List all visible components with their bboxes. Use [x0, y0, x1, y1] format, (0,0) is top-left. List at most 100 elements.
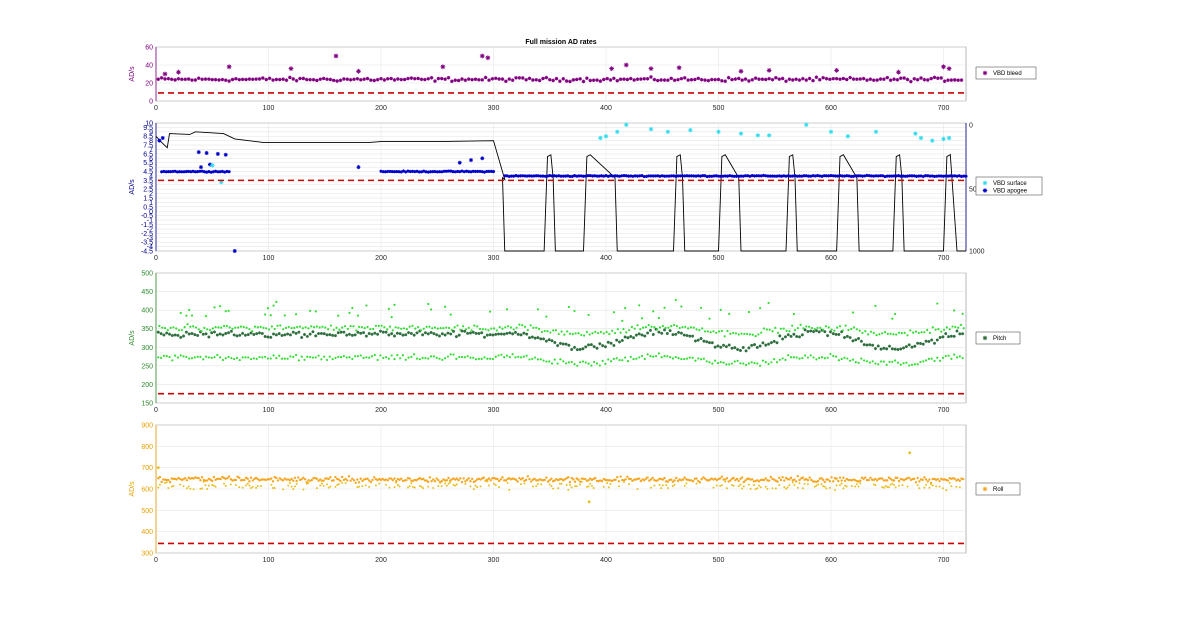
data-point — [525, 332, 529, 336]
data-point — [671, 357, 675, 360]
data-point — [671, 333, 675, 337]
data-point — [777, 77, 782, 81]
data-point — [178, 170, 182, 174]
data-point — [608, 332, 611, 336]
data-point — [939, 174, 943, 178]
data-point — [579, 361, 582, 364]
data-point — [631, 174, 635, 178]
data-point — [785, 487, 787, 490]
data-point — [796, 486, 799, 489]
data-point — [708, 361, 711, 364]
data-point — [544, 75, 549, 80]
data-point — [294, 313, 298, 316]
data-point — [587, 343, 591, 347]
data-point — [896, 361, 900, 364]
data-point — [407, 356, 410, 359]
data-point — [602, 485, 605, 488]
data-point — [590, 484, 593, 487]
data-point — [746, 174, 750, 178]
data-point — [779, 478, 783, 482]
data-point — [449, 313, 452, 316]
data-point — [882, 346, 886, 350]
data-point — [536, 358, 540, 361]
data-point — [719, 484, 722, 487]
data-point — [896, 347, 900, 351]
data-point — [362, 356, 365, 360]
data-point — [490, 77, 495, 81]
data-point — [908, 451, 912, 455]
data-point — [457, 333, 461, 337]
data-point — [509, 174, 514, 178]
data-point — [514, 76, 518, 80]
data-point — [780, 76, 785, 81]
data-point — [809, 174, 813, 178]
data-point — [303, 478, 307, 481]
data-point — [820, 477, 823, 480]
data-point — [759, 174, 763, 178]
y-tick-label: 1.5 — [143, 196, 153, 203]
data-point — [652, 355, 655, 358]
data-point — [764, 361, 767, 364]
data-point — [935, 338, 939, 342]
data-point — [435, 356, 438, 359]
data-point — [740, 78, 744, 82]
data-point — [539, 358, 542, 361]
data-point — [653, 484, 656, 487]
data-point — [501, 476, 504, 479]
data-point — [607, 358, 610, 361]
data-point — [799, 323, 802, 326]
data-point — [699, 337, 703, 341]
data-point — [245, 326, 248, 329]
data-point — [795, 356, 798, 359]
data-point — [646, 331, 650, 335]
data-point — [751, 333, 754, 336]
data-point — [884, 484, 887, 487]
data-point — [633, 327, 636, 330]
data-point — [528, 477, 531, 481]
data-point — [359, 331, 363, 335]
data-point — [786, 333, 790, 337]
data-point — [525, 174, 529, 178]
data-point — [405, 328, 408, 331]
data-point — [456, 78, 461, 83]
data-point — [219, 356, 222, 359]
data-point — [543, 478, 546, 482]
data-point — [631, 479, 634, 483]
data-point — [539, 337, 543, 341]
data-point — [300, 478, 303, 481]
data-point — [521, 324, 524, 327]
data-point — [800, 333, 804, 337]
data-point — [327, 477, 330, 481]
data-point — [713, 77, 717, 82]
data-point — [680, 174, 685, 178]
data-point — [207, 356, 210, 359]
data-point — [308, 77, 312, 82]
data-point — [962, 327, 965, 330]
data-point — [835, 477, 838, 480]
data-point — [661, 484, 664, 487]
data-point — [191, 169, 195, 173]
data-point — [744, 349, 748, 353]
data-point — [224, 310, 227, 313]
data-point — [867, 333, 870, 336]
data-point — [491, 357, 495, 361]
data-point — [446, 169, 451, 173]
data-point — [626, 174, 631, 178]
data-point — [391, 329, 394, 332]
data-point — [458, 355, 461, 359]
data-point — [844, 324, 847, 327]
data-point — [922, 360, 925, 363]
data-point — [694, 174, 698, 178]
data-point — [535, 326, 538, 329]
data-point — [533, 477, 536, 481]
data-point — [419, 329, 423, 332]
data-point — [433, 326, 437, 329]
data-point — [629, 334, 633, 338]
data-point — [838, 325, 842, 328]
data-point — [711, 362, 714, 365]
data-point — [428, 325, 431, 328]
data-point — [949, 334, 953, 338]
data-point — [801, 487, 804, 490]
data-point — [836, 326, 839, 329]
data-point — [396, 354, 399, 357]
